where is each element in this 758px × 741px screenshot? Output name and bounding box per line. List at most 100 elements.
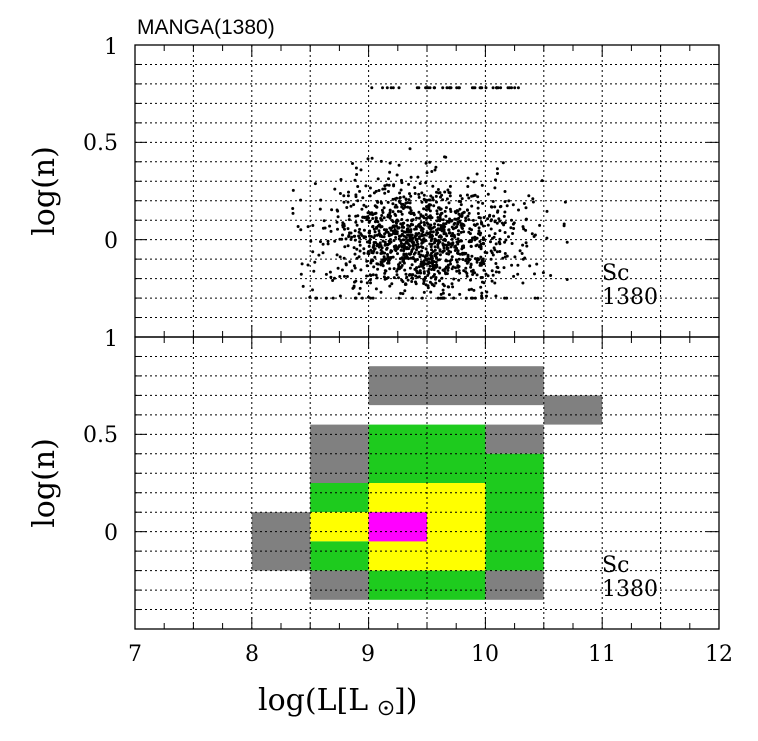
scatter-point	[461, 258, 465, 261]
scatter-point	[460, 197, 464, 201]
scatter-point	[413, 259, 417, 263]
scatter-point	[503, 255, 507, 259]
scatter-point	[438, 253, 442, 257]
scatter-point	[417, 245, 421, 249]
scatter-point	[429, 245, 433, 249]
bottom-ylabel: log(n)	[27, 438, 62, 528]
scatter-point	[353, 266, 357, 270]
scatter-point	[502, 214, 506, 218]
scatter-point	[355, 173, 359, 176]
scatter-point	[503, 231, 507, 234]
scatter-point	[493, 186, 497, 190]
scatter-point	[379, 200, 383, 204]
scatter-point	[428, 86, 432, 90]
scatter-point	[494, 270, 498, 274]
scatter-point	[387, 183, 391, 187]
scatter-point	[477, 245, 481, 249]
scatter-point	[479, 247, 483, 251]
scatter-point	[359, 168, 363, 172]
scatter-point	[435, 209, 439, 213]
scatter-point	[491, 86, 495, 90]
scatter-point	[299, 228, 303, 232]
scatter-point	[427, 267, 431, 271]
scatter-point	[481, 201, 485, 205]
scatter-point	[359, 268, 363, 272]
scatter-point	[467, 288, 471, 292]
scatter-point	[452, 234, 456, 237]
scatter-point	[358, 240, 362, 244]
scatter-point	[404, 252, 408, 256]
scatter-point	[447, 219, 451, 223]
scatter-point	[458, 207, 462, 211]
scatter-point	[470, 228, 473, 232]
scatter-point	[479, 285, 483, 289]
scatter-point	[349, 204, 353, 208]
scatter-point	[510, 242, 514, 245]
scatter-point	[313, 182, 317, 186]
scatter-point	[380, 246, 384, 250]
scatter-point	[415, 266, 419, 270]
scatter-point	[452, 296, 456, 300]
scatter-point	[400, 242, 403, 245]
scatter-point	[423, 275, 427, 279]
scatter-point	[398, 191, 402, 195]
scatter-point	[473, 193, 477, 197]
heatmap-cell-gray	[543, 395, 603, 425]
scatter-point	[395, 224, 399, 228]
scatter-point	[410, 211, 414, 215]
scatter-point	[471, 218, 475, 222]
scatter-point	[344, 263, 348, 267]
scatter-point	[496, 172, 499, 175]
scatter-point	[429, 216, 432, 220]
scatter-point	[421, 240, 425, 244]
scatter-point	[420, 249, 424, 253]
scatter-point	[441, 288, 445, 292]
scatter-point	[433, 264, 437, 267]
scatter-point	[436, 296, 440, 300]
scatter-point	[417, 250, 421, 254]
scatter-point	[512, 227, 516, 230]
xtick-10: 10	[471, 642, 499, 667]
scatter-point	[411, 296, 415, 300]
scatter-point	[421, 215, 425, 219]
scatter-point	[425, 171, 429, 175]
scatter-point	[448, 194, 452, 198]
scatter-point	[417, 192, 421, 196]
scatter-point	[455, 269, 459, 273]
scatter-point	[399, 210, 403, 214]
scatter-point	[469, 265, 473, 269]
scatter-point	[417, 210, 421, 214]
scatter-point	[444, 266, 448, 270]
scatter-point	[436, 258, 440, 262]
scatter-point	[408, 206, 412, 210]
scatter-point	[494, 262, 498, 265]
scatter-point	[479, 242, 483, 246]
scatter-point	[388, 267, 392, 271]
scatter-point	[394, 220, 398, 224]
scatter-point	[419, 221, 423, 224]
scatter-point	[333, 239, 337, 243]
scatter-point	[459, 194, 462, 198]
scatter-point	[371, 224, 375, 228]
scatter-point	[444, 214, 448, 218]
scatter-point	[402, 249, 406, 253]
scatter-point	[421, 246, 425, 250]
scatter-point	[429, 227, 433, 231]
scatter-point	[415, 216, 418, 220]
scatter-point	[442, 296, 446, 300]
scatter-point	[495, 250, 499, 254]
scatter-point	[407, 182, 411, 186]
top-annotation-type: Sc	[602, 261, 629, 286]
scatter-point	[425, 217, 429, 220]
scatter-point	[408, 147, 412, 151]
scatter-point	[291, 207, 295, 210]
scatter-point	[392, 231, 395, 235]
scatter-point	[444, 232, 448, 236]
scatter-point	[350, 235, 354, 239]
scatter-point	[391, 202, 395, 206]
scatter-point	[442, 246, 446, 250]
scatter-point	[301, 284, 305, 288]
scatter-point	[342, 194, 346, 198]
scatter-point	[318, 207, 322, 211]
scatter-point	[432, 204, 436, 208]
